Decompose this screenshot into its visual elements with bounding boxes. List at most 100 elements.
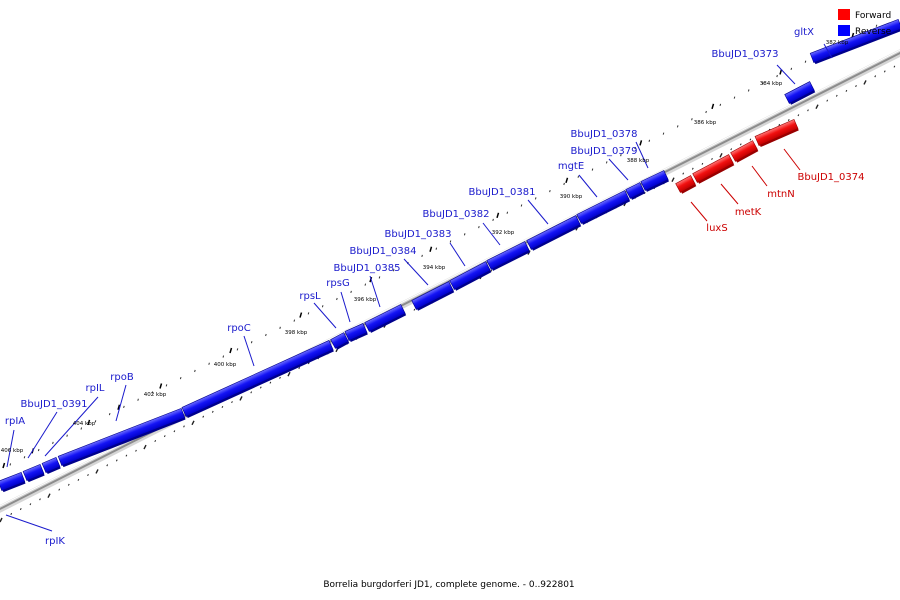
minor-tick: [94, 420, 97, 423]
gene-arrow-mtnn[interactable]: [730, 140, 759, 164]
leader-line: [369, 275, 381, 308]
minor-tick: [435, 247, 438, 250]
inner-tick: [701, 162, 704, 165]
gene-arrow-bbujd1_0384[interactable]: [411, 281, 455, 312]
major-tick: [229, 347, 233, 354]
gene-arrow-bbujd1_0379[interactable]: [625, 182, 646, 201]
gene-body: [330, 332, 349, 349]
leader-line: [449, 242, 466, 267]
gene-arrow-bbujd1_0385[interactable]: [364, 304, 407, 334]
inner-tick: [87, 474, 89, 477]
gene-arrow-rpia[interactable]: [0, 471, 26, 493]
minor-tick: [549, 190, 551, 193]
gene-label-bbujd1_0391[interactable]: BbuJD1_0391: [20, 399, 87, 410]
gene-arrow-rpoc[interactable]: [181, 340, 334, 418]
inner-tick: [259, 386, 262, 389]
gene-label-bbujd1_0374[interactable]: BbuJD1_0374: [797, 172, 864, 183]
inner-tick: [863, 80, 867, 85]
gene-label-rpil[interactable]: rpIL: [86, 383, 105, 394]
gene-label-bbujd1_0383[interactable]: BbuJD1_0383: [384, 229, 451, 240]
kbp-label: 394 kbp: [423, 265, 446, 271]
major-tick: [87, 419, 91, 426]
leader-line: [578, 174, 598, 198]
gene-label-rpsg[interactable]: rpsG: [326, 278, 349, 289]
inner-tick: [143, 444, 147, 450]
inner-tick: [855, 85, 857, 88]
inner-tick: [135, 449, 137, 452]
minor-tick: [336, 297, 338, 301]
gene-label-bbujd1_0381[interactable]: BbuJD1_0381: [468, 187, 535, 198]
gene-arrow-bbujd1_0374[interactable]: [754, 119, 799, 148]
minor-tick: [478, 225, 480, 229]
inner-tick: [671, 177, 675, 182]
major-tick: [711, 103, 715, 110]
minor-tick: [719, 103, 722, 106]
gene-arrow-mgte[interactable]: [576, 190, 631, 226]
inner-tick: [0, 517, 3, 523]
minor-tick: [520, 204, 523, 207]
gene-arrow-bbujd1_0383[interactable]: [449, 261, 492, 292]
gene-body: [364, 304, 406, 332]
minor-tick: [66, 434, 68, 437]
gene-label-rpia[interactable]: rpIA: [5, 416, 25, 427]
gene-arrow-bbujd1_0381[interactable]: [526, 215, 582, 252]
minor-tick: [804, 60, 807, 63]
major-tick: [779, 69, 783, 75]
minor-tick: [293, 319, 296, 322]
gene-label-rpik[interactable]: rpIK: [45, 536, 65, 547]
gene-arrow-bbujd1_0378[interactable]: [640, 170, 670, 192]
inner-tick: [893, 65, 896, 68]
gene-label-rpoc[interactable]: rpoC: [227, 323, 251, 334]
gene-arrow-gltx[interactable]: [809, 18, 900, 65]
gene-arrow-rpil[interactable]: [41, 457, 61, 475]
leader-line: [776, 64, 796, 85]
gene-arrow-bbujd1_0373[interactable]: [784, 81, 816, 106]
gene-arrow-bbujd1_0391[interactable]: [22, 463, 45, 483]
gene-body: [0, 471, 26, 492]
kbp-label: 406 kbp: [1, 448, 24, 454]
gene-arrow-bbujd1_0382[interactable]: [486, 241, 531, 272]
gene-arrow-luxs[interactable]: [675, 175, 697, 195]
inner-tick: [691, 167, 694, 170]
gene-label-gltx[interactable]: gltX: [794, 27, 814, 38]
gene-body: [181, 340, 334, 417]
gene-body: [754, 119, 799, 146]
kbp-label: 392 kbp: [492, 230, 515, 236]
leader-line: [783, 148, 801, 171]
inner-tick: [239, 396, 243, 401]
gene-label-rpob[interactable]: rpoB: [110, 372, 134, 383]
minor-tick: [634, 146, 636, 150]
gene-arrow-rpob[interactable]: [57, 407, 186, 468]
gene-arrow-rpsg[interactable]: [344, 323, 368, 342]
leader-line: [340, 291, 351, 323]
inner-tick: [115, 459, 118, 462]
inner-tick: [682, 172, 685, 175]
kbp-label: 384 kbp: [760, 81, 783, 87]
minor-tick: [9, 463, 12, 466]
minor-tick: [222, 355, 225, 358]
gene-label-mgte[interactable]: mgtE: [558, 161, 584, 172]
gene-label-bbujd1_0382[interactable]: BbuJD1_0382: [422, 209, 489, 220]
inner-tick: [39, 498, 41, 501]
minor-tick: [449, 240, 452, 243]
gene-label-rpsl[interactable]: rpsL: [299, 291, 321, 302]
minor-tick: [648, 139, 651, 142]
inner-tick: [490, 269, 493, 272]
inner-tick: [739, 143, 742, 146]
inner-tick: [787, 119, 790, 122]
minor-tick: [279, 326, 281, 329]
gene-label-bbujd1_0373[interactable]: BbuJD1_0373: [711, 49, 778, 60]
gene-label-mtnn[interactable]: mtnN: [767, 189, 794, 200]
gene-arrow-rpsl[interactable]: [330, 332, 350, 351]
minor-tick: [506, 211, 509, 214]
gene-label-metk[interactable]: metK: [735, 207, 762, 218]
gene-body: [57, 407, 186, 467]
gene-label-bbujd1_0379[interactable]: BbuJD1_0379: [570, 146, 637, 157]
gene-label-bbujd1_0384[interactable]: BbuJD1_0384: [349, 246, 416, 257]
gene-label-bbujd1_0385[interactable]: BbuJD1_0385: [333, 263, 400, 274]
gene-label-luxs[interactable]: luxS: [706, 223, 727, 234]
minor-tick: [591, 168, 594, 171]
gene-label-bbujd1_0378[interactable]: BbuJD1_0378: [570, 129, 637, 140]
gene-arrow-metk[interactable]: [692, 154, 735, 185]
